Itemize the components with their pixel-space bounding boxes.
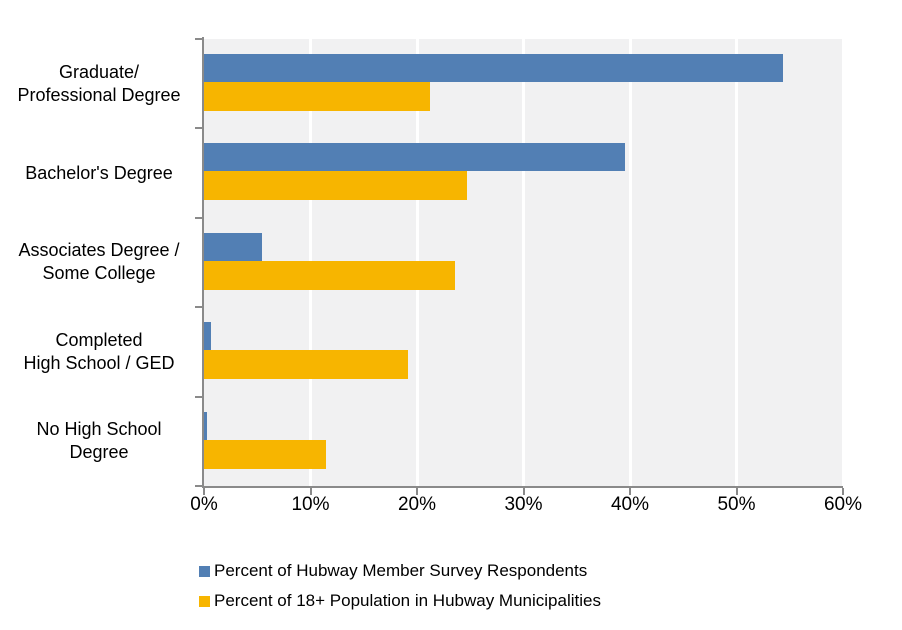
y-axis-tick: [195, 395, 203, 398]
category-label: Bachelor's Degree: [25, 162, 173, 183]
bar-population: [204, 260, 456, 290]
bar-member-survey: [204, 322, 212, 351]
gridline-50: [735, 39, 738, 486]
x-axis-tick: [416, 488, 418, 495]
x-tick-label: 40%: [610, 494, 650, 515]
category-label: Associates Degree / Some College: [18, 240, 180, 284]
y-axis-tick: [195, 216, 203, 219]
x-tick-label: 0%: [190, 494, 218, 515]
y-axis-line: [202, 37, 204, 487]
category-label: Graduate/Professional Degree: [17, 61, 181, 105]
x-axis-tick: [842, 488, 844, 495]
x-axis-tick: [735, 488, 738, 495]
legend-swatch-member-survey: [199, 565, 210, 577]
legend-label: Percent of Hubway Member Survey Responde…: [214, 561, 588, 580]
x-tick-label: 10%: [291, 494, 330, 515]
x-tick-label: 20%: [397, 494, 437, 515]
y-axis-tick: [195, 38, 203, 40]
legend: Percent of Hubway Member Survey Responde…: [199, 556, 601, 616]
bar-member-survey: [204, 143, 625, 172]
bar-population: [204, 350, 409, 380]
bar-member-survey: [204, 232, 262, 261]
bar-population: [204, 171, 468, 201]
x-axis-tick: [309, 488, 312, 495]
legend-item: Percent of 18+ Population in Hubway Muni…: [199, 586, 601, 616]
bar-member-survey: [204, 54, 784, 82]
x-axis-tick: [203, 488, 205, 495]
gridline-30: [522, 39, 525, 486]
y-axis-tick: [195, 306, 203, 309]
x-tick-label: 50%: [717, 494, 756, 515]
bar-population: [204, 439, 327, 469]
x-tick-label: 30%: [504, 494, 543, 515]
category-label: Completed High School / GED: [23, 329, 175, 373]
y-axis-tick: [195, 485, 203, 487]
x-axis-line: [202, 486, 843, 488]
legend-label: Percent of 18+ Population in Hubway Muni…: [214, 591, 601, 610]
x-axis-tick: [629, 488, 631, 495]
x-axis-tick: [522, 488, 525, 495]
legend-item: Percent of Hubway Member Survey Responde…: [199, 556, 601, 586]
category-label: No High School Degree: [36, 419, 162, 463]
bar-population: [204, 82, 430, 111]
gridline-60: [841, 39, 845, 486]
x-tick-label: 60%: [823, 494, 863, 515]
bar-member-survey: [204, 411, 208, 440]
gridline-40: [628, 39, 632, 486]
y-axis-tick: [195, 127, 203, 130]
plot-area: [204, 39, 845, 486]
legend-swatch-population: [199, 595, 210, 607]
